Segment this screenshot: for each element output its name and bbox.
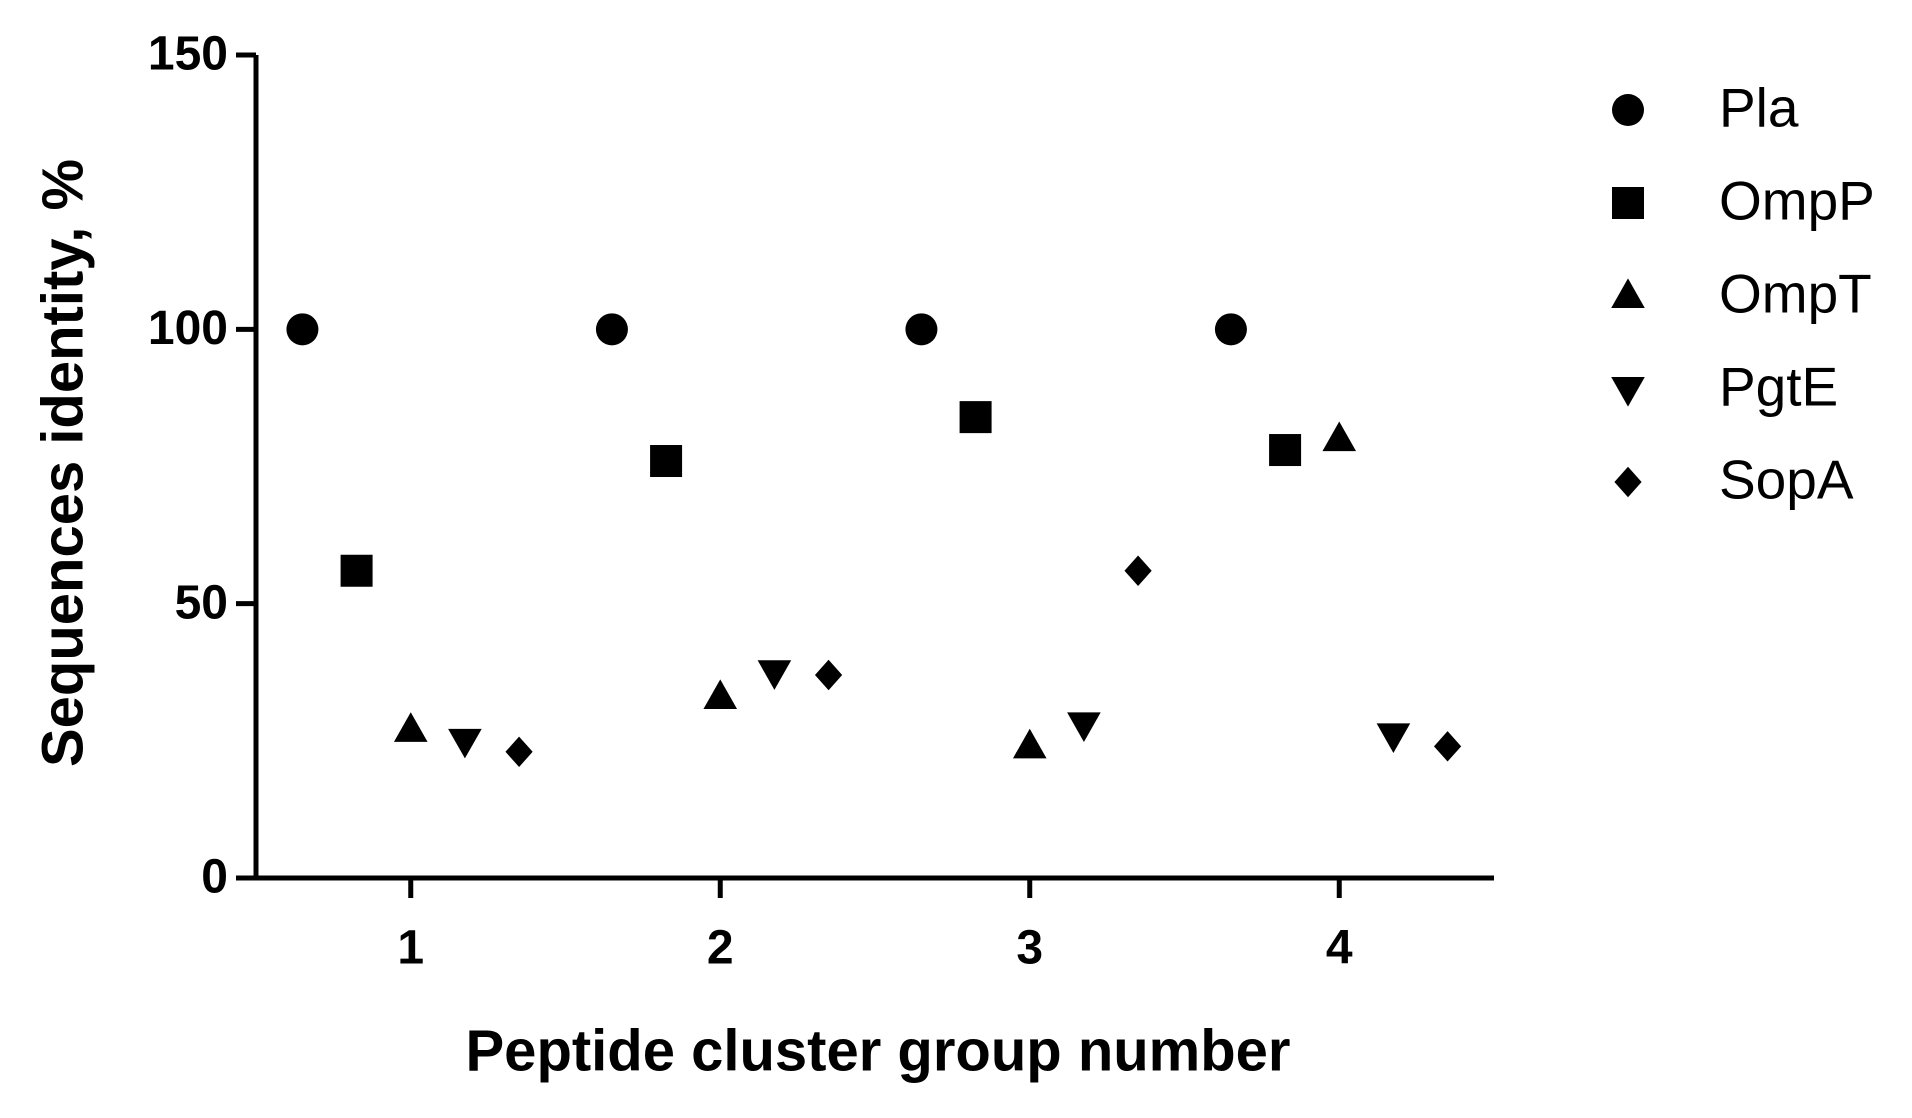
legend-label: Pla [1719,77,1799,139]
marker [286,313,319,346]
marker [1322,421,1357,452]
legend-label: PgtE [1719,356,1838,418]
marker [448,728,482,759]
y-tick-label: 100 [148,302,228,355]
y-tick-label: 150 [148,28,228,81]
y-tick-label: 0 [201,851,228,904]
marker [505,736,533,768]
legend-marker [1612,94,1644,126]
marker [1012,728,1047,759]
legend-marker [1612,187,1644,219]
marker [1433,731,1462,762]
marker [1124,555,1152,586]
x-tick-label: 4 [1326,922,1353,975]
legend-marker [1614,466,1642,498]
marker [757,660,792,690]
legend-label: SopA [1719,449,1854,511]
y-axis-label: Sequences identity, % [30,159,95,767]
y-tick-label: 50 [175,576,228,629]
marker [1214,313,1247,346]
marker [814,659,843,691]
marker [905,313,938,346]
marker [1376,723,1411,753]
marker [393,712,428,742]
marker [1067,712,1101,742]
marker [650,445,683,478]
marker [703,679,738,709]
x-tick-label: 1 [397,922,424,975]
legend-marker [1611,377,1645,407]
legend-label: OmpT [1719,263,1872,325]
legend-marker [1611,278,1645,308]
legend-label: OmpP [1719,170,1875,232]
x-tick-label: 2 [707,922,734,975]
x-tick-label: 3 [1016,922,1043,975]
marker [340,554,373,587]
marker [595,313,628,346]
marker [959,401,992,434]
x-axis-label: Peptide cluster group number [466,1018,1291,1083]
marker [1269,434,1302,467]
